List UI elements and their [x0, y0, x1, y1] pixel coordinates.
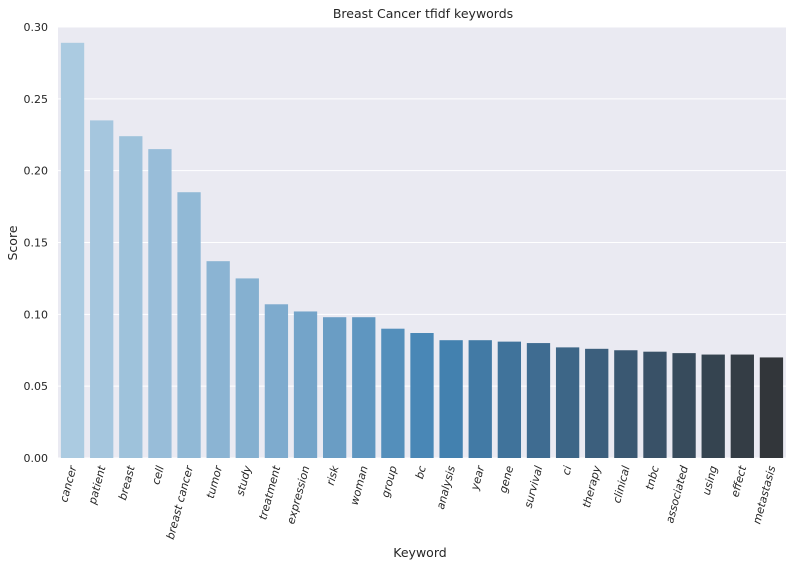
bar-cancer: [60, 42, 85, 458]
bars: [60, 42, 784, 459]
bar-study: [235, 278, 259, 458]
x-tick-label: gene: [497, 464, 517, 494]
y-axis-label: Score: [5, 225, 20, 260]
x-tick-label: using: [700, 464, 720, 496]
bar-risk: [322, 317, 347, 458]
bar-bc: [410, 333, 434, 458]
bar-metastasis: [759, 357, 784, 458]
x-tick-label: survival: [522, 464, 546, 509]
x-tick-label: patient: [86, 464, 109, 507]
bar-clinical: [614, 350, 638, 458]
x-tick-label: cancer: [57, 463, 80, 504]
x-tick-label: year: [468, 463, 488, 492]
x-tick-label: risk: [324, 464, 342, 487]
x-tick-label: breast: [116, 464, 138, 502]
bar-expression: [293, 311, 318, 458]
bar-tumor: [206, 261, 230, 458]
x-tick-label: metastasis: [750, 464, 778, 525]
y-tick-label: 0.30: [24, 21, 49, 34]
x-axis-label: Keyword: [393, 545, 446, 560]
y-tick-labels: 0.00 0.05 0.10 0.15 0.20 0.25 0.30: [24, 21, 49, 465]
bar-group: [381, 328, 405, 458]
x-tick-label: expression: [284, 464, 312, 525]
x-tick-label: tumor: [204, 463, 226, 500]
x-tick-label: group: [379, 464, 400, 498]
x-tick-label: clinical: [610, 464, 632, 504]
bar-effect: [730, 354, 754, 458]
x-tick-label: effect: [728, 464, 749, 499]
x-tick-label: analysis: [434, 464, 458, 511]
x-tick-label: woman: [348, 464, 371, 506]
bar-year: [468, 340, 492, 458]
x-tick-label: breast cancer: [164, 463, 197, 541]
x-tick-label: bc: [413, 464, 429, 480]
x-tick-label: treatment: [256, 464, 283, 522]
bar-cell: [148, 149, 172, 458]
x-tick-label: tnbc: [643, 464, 662, 491]
x-tick-label: ci: [560, 464, 575, 476]
y-tick-label: 0.20: [24, 165, 49, 178]
chart-title: Breast Cancer tfidf keywords: [333, 6, 513, 21]
x-tick-label: associated: [663, 463, 691, 524]
bar-using: [701, 354, 725, 458]
bar-treatment: [264, 304, 289, 458]
bar-patient: [90, 120, 114, 458]
bar-analysis: [439, 340, 463, 458]
y-tick-label: 0.10: [24, 308, 49, 321]
bar-survival: [526, 343, 551, 458]
x-tick-label: therapy: [580, 464, 604, 509]
bar-tnbc: [643, 351, 667, 458]
bar-therapy: [585, 348, 609, 458]
y-tick-label: 0.00: [24, 452, 49, 465]
bar-ci: [555, 347, 580, 458]
bar-woman: [352, 317, 376, 458]
bar-gene: [497, 341, 522, 458]
y-tick-label: 0.25: [24, 93, 49, 106]
bar-breast-cancer: [177, 192, 201, 458]
x-tick-label: cell: [149, 464, 166, 486]
y-tick-label: 0.15: [24, 237, 49, 250]
x-tick-label: study: [234, 464, 255, 497]
y-tick-label: 0.05: [24, 380, 49, 393]
bar-associated: [672, 353, 696, 458]
bar-breast: [119, 136, 143, 459]
